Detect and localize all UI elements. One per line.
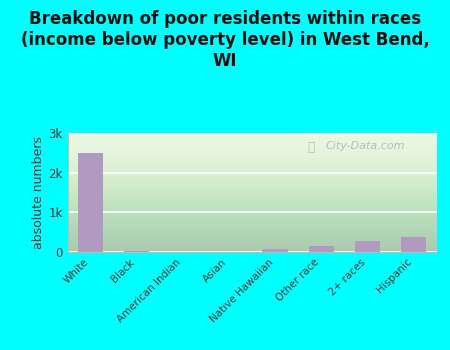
Bar bbox=[262, 249, 288, 252]
Bar bbox=[355, 241, 380, 252]
Bar bbox=[309, 246, 334, 252]
Bar bbox=[124, 251, 149, 252]
Text: City-Data.com: City-Data.com bbox=[326, 141, 405, 151]
Text: ⓘ: ⓘ bbox=[307, 141, 315, 154]
Text: Breakdown of poor residents within races
(income below poverty level) in West Be: Breakdown of poor residents within races… bbox=[21, 10, 429, 70]
Bar bbox=[78, 153, 103, 252]
Bar bbox=[401, 237, 426, 252]
Y-axis label: absolute numbers: absolute numbers bbox=[32, 136, 45, 249]
